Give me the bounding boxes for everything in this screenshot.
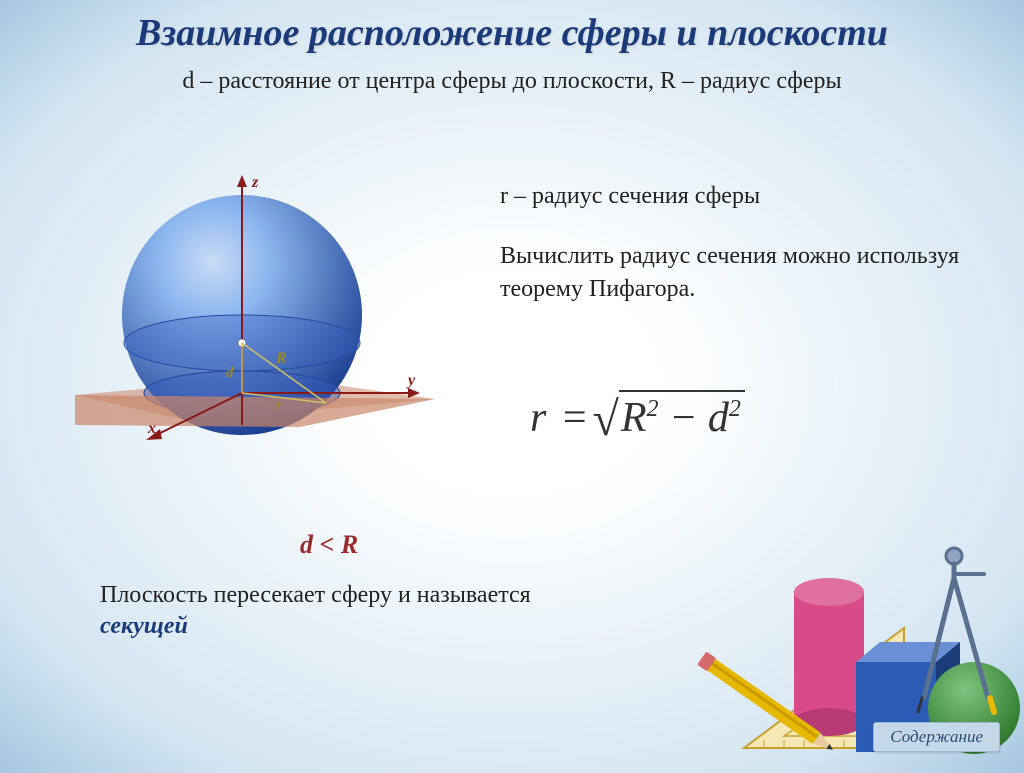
condition-d-lt-R: d < R <box>300 530 358 560</box>
intersection-definition: Плоскость пересекает сферу и называется … <box>100 580 560 642</box>
sphere-plane-diagram: z y x R d r <box>40 165 460 485</box>
cross-radius-def: r – радиус сечения сферы <box>500 180 980 212</box>
radius-R-label: R <box>275 350 287 367</box>
radius-r-label: r <box>276 397 282 413</box>
y-axis-label: y <box>406 372 416 389</box>
distance-d-label: d <box>226 365 234 381</box>
z-axis-label: z <box>251 174 259 191</box>
page-title: Взаимное расположение сферы и плоскости <box>0 0 1024 60</box>
subtitle-text: d – расстояние от центра сферы до плоско… <box>0 68 1024 95</box>
pythagoras-explanation: Вычислить радиус сечения можно используя… <box>500 240 980 305</box>
right-column-text: r – радиус сечения сферы Вычислить радиу… <box>500 180 980 305</box>
x-axis-label: x <box>147 420 156 437</box>
formula-r: r =√R2 − d2 <box>530 390 745 447</box>
contents-button[interactable]: Содержание <box>873 722 1000 752</box>
